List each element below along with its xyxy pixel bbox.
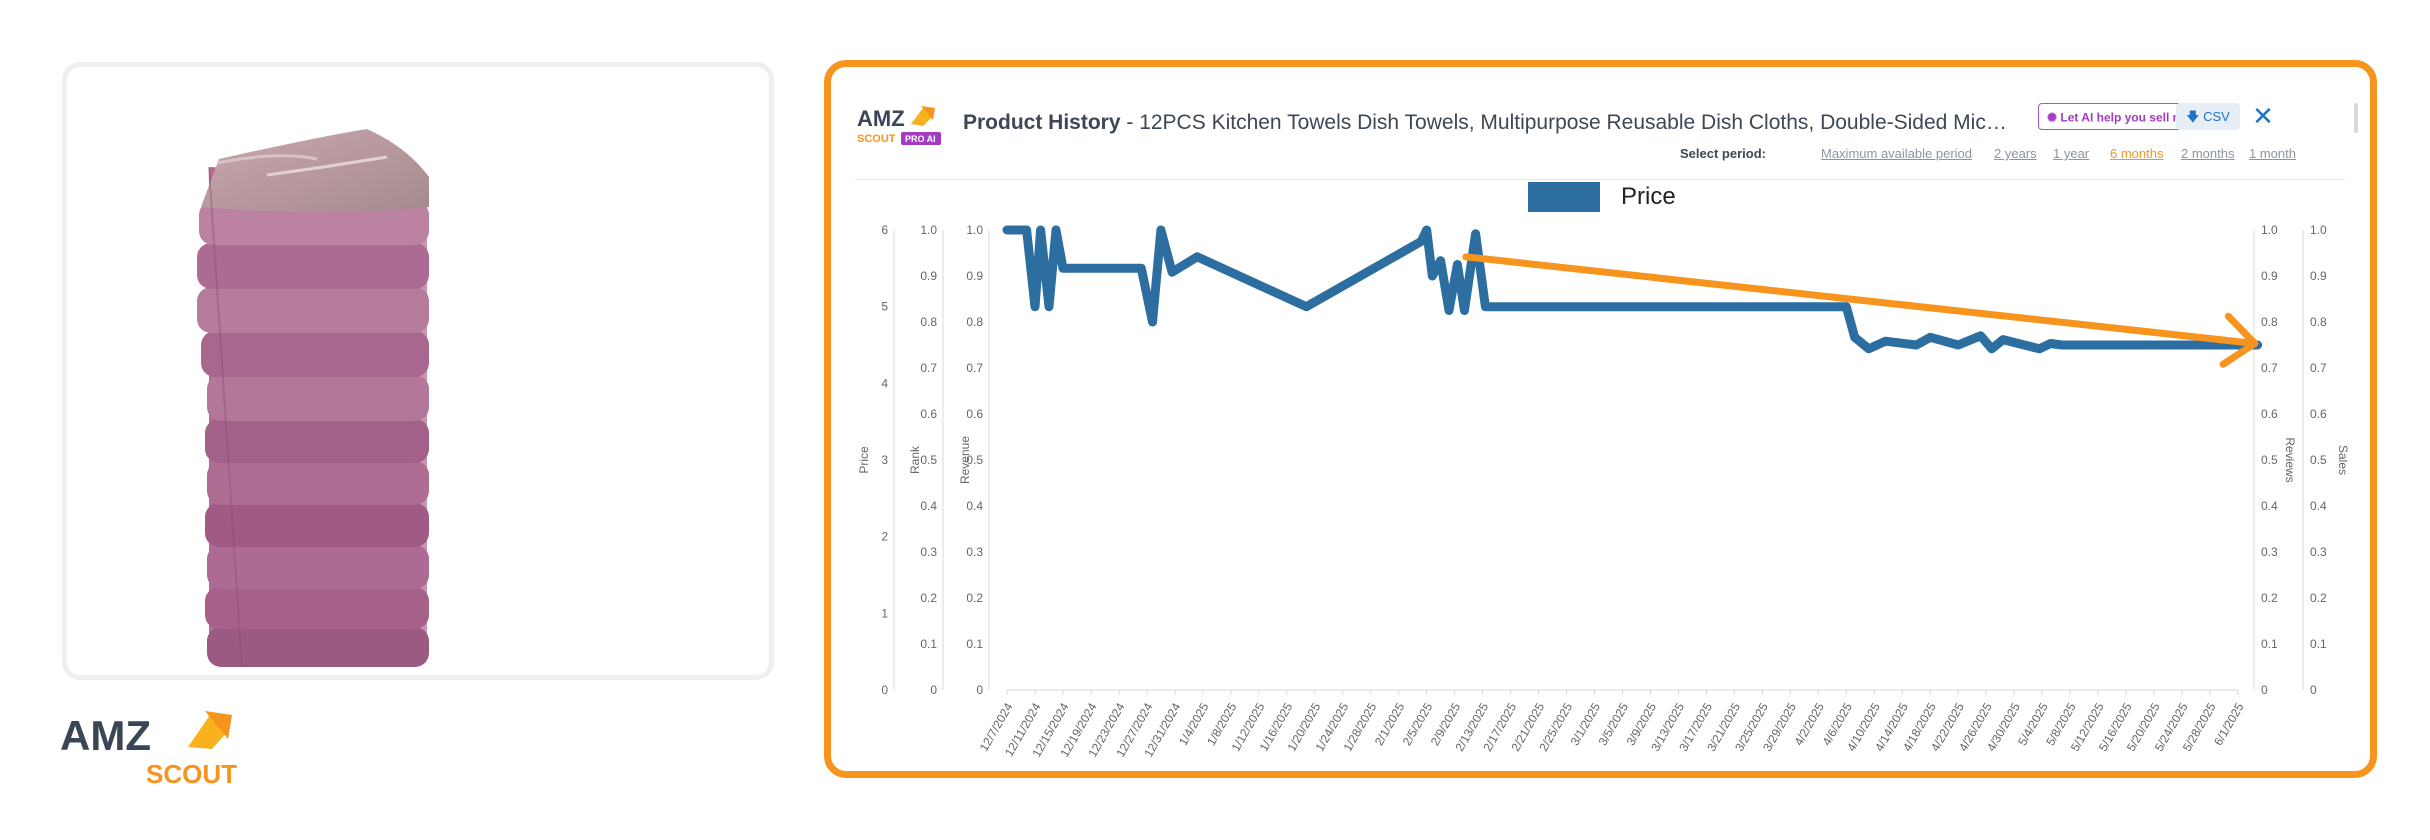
left-axis-2-tick: 0 [976, 683, 983, 697]
right-axis-0-label: Reviews [2283, 437, 2297, 482]
right-axis-1-tick: 0.7 [2310, 361, 2327, 375]
right-axis-1-tick: 0.9 [2310, 269, 2327, 283]
left-axis-1-tick: 0.3 [920, 545, 937, 559]
scrollbar[interactable] [2354, 103, 2358, 133]
left-axis-2-tick: 0.9 [966, 269, 983, 283]
series-price-line[interactable] [1002, 225, 2263, 354]
period-6m[interactable]: 6 months [2110, 146, 2164, 161]
left-axis-2-tick: 0.8 [966, 315, 983, 329]
download-icon: 🡇 [2186, 109, 2200, 124]
period-2m[interactable]: 2 months [2181, 146, 2235, 161]
right-axis-1-tick: 1.0 [2310, 223, 2327, 237]
product-image-card [62, 62, 774, 680]
right-axis-0-tick: 0.2 [2261, 591, 2278, 605]
period-label: Select period: [1680, 146, 1766, 161]
left-axis-1-tick: 0.4 [920, 499, 937, 513]
right-axis-1-tick: 0.6 [2310, 407, 2327, 421]
header-logo: AMZ SCOUT PRO AI [857, 106, 941, 145]
right-axis-0-tick: 1.0 [2261, 223, 2278, 237]
left-axis-0-label: Price [857, 446, 871, 474]
left-axis-1-tick: 0.6 [920, 407, 937, 421]
right-axis-1-tick: 0.3 [2310, 545, 2327, 559]
close-icon: ✕ [2252, 101, 2274, 131]
ai-sparkle-icon: ✺ [2047, 110, 2058, 125]
svg-text:SCOUT: SCOUT [146, 759, 237, 789]
legend-price-label[interactable]: Price [1621, 183, 1676, 210]
right-axis-0-tick: 0.3 [2261, 545, 2278, 559]
right-axis-1-tick: 0.8 [2310, 315, 2327, 329]
left-axis-1-tick: 0.5 [920, 453, 937, 467]
right-axis-1-tick: 0.5 [2310, 453, 2327, 467]
right-axis-1-tick: 0 [2310, 683, 2317, 697]
close-button[interactable]: ✕ [2249, 103, 2277, 130]
left-axis-2-tick: 0.3 [966, 545, 983, 559]
header-divider [855, 179, 2345, 180]
left-axis-1-tick: 0.2 [920, 591, 937, 605]
right-axis-1-tick: 0.1 [2310, 637, 2327, 651]
left-axis-2-tick: 0.6 [966, 407, 983, 421]
trend-arrow-head [2219, 312, 2259, 368]
right-axis-0-tick: 0.8 [2261, 315, 2278, 329]
right-axis-0-tick: 0 [2261, 683, 2268, 697]
left-axis-2-tick: 0.1 [966, 637, 983, 651]
towel-stack [197, 129, 429, 668]
left-axis-2-tick: 0.7 [966, 361, 983, 375]
left-axis-2-tick: 0.4 [966, 499, 983, 513]
amzscout-logo: AMZ SCOUT [60, 711, 237, 789]
left-axis-1-tick: 0.8 [920, 315, 937, 329]
right-axis-0-tick: 0.5 [2261, 453, 2278, 467]
right-axis-0-tick: 0.1 [2261, 637, 2278, 651]
left-axis-0-tick: 5 [881, 300, 888, 314]
left-axis-0-tick: 6 [881, 223, 888, 237]
left-axis-1-tick: 0 [930, 683, 937, 697]
period-2y[interactable]: 2 years [1994, 146, 2037, 161]
product-image [197, 129, 429, 668]
product-history-panel: AMZ SCOUT PRO AI Product History - 12PCS… [824, 60, 2377, 778]
right-axis-1-tick: 0.4 [2310, 499, 2327, 513]
period-1y[interactable]: 1 year [2053, 146, 2090, 161]
right-axis-1-label: Sales [2336, 445, 2350, 475]
svg-text:SCOUT: SCOUT [857, 133, 896, 145]
right-axis-0-tick: 0.9 [2261, 269, 2278, 283]
left-axis-0-tick: 2 [881, 530, 888, 544]
svg-text:PRO AI: PRO AI [905, 134, 936, 144]
left-axis-1-tick: 0.9 [920, 269, 937, 283]
right-axis-0-tick: 0.7 [2261, 361, 2278, 375]
left-axis-0-tick: 4 [881, 376, 888, 390]
right-axis-1-tick: 0.2 [2310, 591, 2327, 605]
csv-download-button[interactable]: 🡇 CSV [2176, 103, 2240, 130]
right-axis-0-tick: 0.4 [2261, 499, 2278, 513]
left-axis-1-tick: 0.7 [920, 361, 937, 375]
left-axis-2-tick: 1.0 [966, 223, 983, 237]
left-axis-0-tick: 1 [881, 606, 888, 620]
left-axis-2-tick: 0.5 [966, 453, 983, 467]
left-axis-0-tick: 0 [881, 683, 888, 697]
period-1m[interactable]: 1 month [2249, 146, 2296, 161]
left-axis-1-tick: 1.0 [920, 223, 937, 237]
left-axis-1-tick: 0.1 [920, 637, 937, 651]
svg-text:AMZ: AMZ [60, 712, 151, 759]
left-axis-2-tick: 0.2 [966, 591, 983, 605]
period-max[interactable]: Maximum available period [1821, 146, 1973, 161]
svg-text:AMZ: AMZ [857, 106, 905, 131]
price-history-chart: 0 1 2 3 4 5 6 Price 0 0.1 0.2 0.3 0.4 0.5 0.6 0.7 0.8 0.9… [857, 223, 2350, 760]
trend-arrow-shaft [1462, 253, 2259, 347]
left-axis-2-label: Revenue [958, 436, 972, 484]
left-axis-0-tick: 3 [881, 453, 888, 467]
legend-price-swatch[interactable] [1528, 182, 1600, 212]
left-axis-1-label: Rank [908, 445, 922, 474]
right-axis-0-tick: 0.6 [2261, 407, 2278, 421]
